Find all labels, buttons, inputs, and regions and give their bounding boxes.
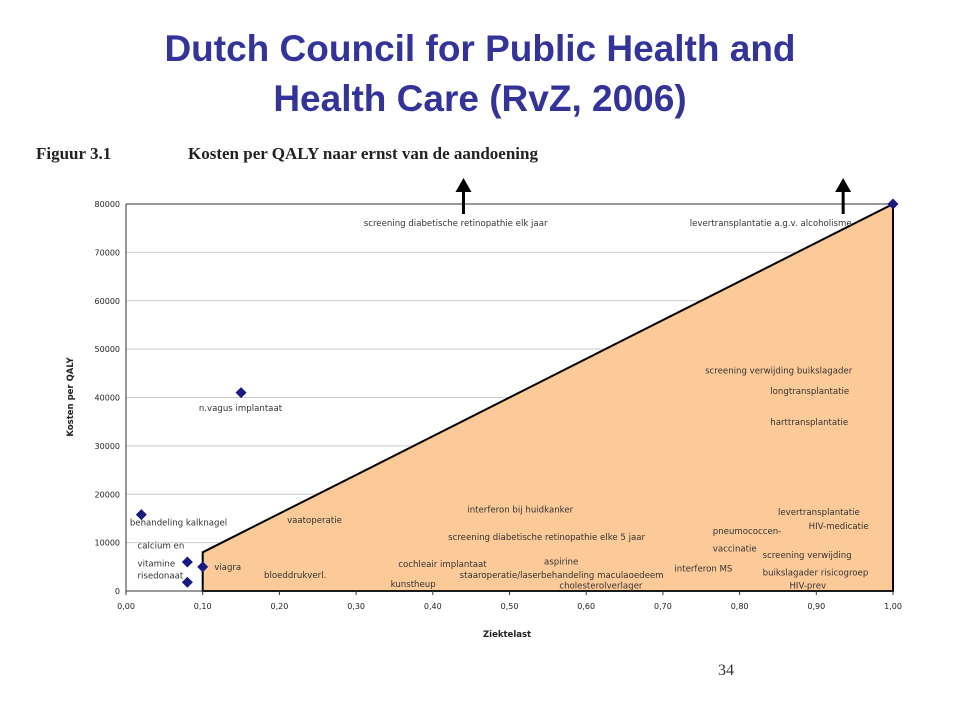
annotation-label: behandeling kalknagel <box>130 519 227 529</box>
y-tick-label: 80000 <box>95 200 120 209</box>
x-tick-label: 0,20 <box>270 602 288 611</box>
annotation-label: interferon MS <box>674 565 732 575</box>
point-layer <box>135 198 899 588</box>
figure-title: Kosten per QALY naar ernst van de aandoe… <box>188 144 538 163</box>
annotation-label: pneumococcen- <box>713 527 782 537</box>
y-tick-label: 70000 <box>95 248 120 257</box>
x-tick-label: 0,40 <box>424 602 442 611</box>
data-point <box>181 556 193 568</box>
slide-title-line-2: Health Care (RvZ, 2006) <box>273 78 687 119</box>
annotation-label: levertransplantatie <box>778 508 860 518</box>
annotation-label: calcium en <box>138 541 185 551</box>
annotation-label: staaroperatie/laserbehandeling maculaoed… <box>460 571 664 581</box>
slide-title: Dutch Council for Public Health and Heal… <box>0 24 960 124</box>
y-tick-label: 40000 <box>95 394 120 403</box>
x-tick-label: 0,50 <box>501 602 519 611</box>
page-number: 34 <box>718 662 734 679</box>
annotation-label: cholesterolverlager <box>559 582 643 592</box>
annotation-label: screening diabetische retinopathie elke … <box>448 533 645 543</box>
annotation-label: buikslagader risicogroep <box>763 569 869 579</box>
y-tick-label: 20000 <box>95 490 120 499</box>
annotation-label: vaatoperatie <box>287 516 342 526</box>
annotation-label: screening diabetische retinopathie elk j… <box>364 219 548 229</box>
annotation-label: kunstheup <box>391 580 436 590</box>
annotation-label: vitamine <box>138 559 176 569</box>
arrow-layer <box>455 178 852 214</box>
annotation-label: HIV-prev <box>789 582 826 592</box>
data-point <box>197 561 209 573</box>
x-tick-label: 0,00 <box>117 602 135 611</box>
x-tick-label: 0,90 <box>807 602 825 611</box>
y-tick-label: 10000 <box>95 539 120 548</box>
y-axis-label: Kosten per QALY <box>66 357 76 437</box>
data-point <box>235 387 247 399</box>
annotation-label: levertransplantatie a.g.v. alcoholisme <box>690 219 852 229</box>
annotation-label: risedonaat <box>138 571 184 581</box>
data-point <box>887 198 899 210</box>
annotation-label: longtransplantatie <box>770 387 849 397</box>
annotation-label: screening verwijding buikslagader <box>705 366 853 376</box>
slide-title-line-1: Dutch Council for Public Health and <box>164 28 796 69</box>
annotation-label: vaccinatie <box>713 544 757 554</box>
tick-layer: 0 10000 20000 30000 40000 50000 60000 70000 8000… <box>95 200 902 611</box>
axis-layer <box>125 204 894 595</box>
x-axis-label: Ziektelast <box>483 630 531 640</box>
x-tick-label: 0,80 <box>731 602 749 611</box>
annotation-label: screening verwijding <box>763 551 852 561</box>
data-point <box>135 509 147 521</box>
y-tick-label: 50000 <box>95 345 120 354</box>
annotation-label: bloeddrukverl. <box>264 571 326 581</box>
data-point <box>181 576 193 588</box>
annotation-label: viagra <box>214 563 241 573</box>
annotation-label: harttransplantatie <box>770 418 848 428</box>
annotation-label: aspirine <box>544 557 578 567</box>
annotation-layer: screening diabetische retinopathie elk j… <box>130 219 869 592</box>
x-tick-label: 0,70 <box>654 602 672 611</box>
annotation-label: n.vagus implantaat <box>199 404 283 414</box>
arrow-up-icon <box>835 178 852 192</box>
y-tick-label: 60000 <box>95 297 120 306</box>
y-tick-label: 30000 <box>95 442 120 451</box>
annotation-label: interferon bij huidkanker <box>467 506 573 516</box>
x-tick-label: 0,60 <box>577 602 595 611</box>
annotation-label: HIV-medicatie <box>809 522 869 532</box>
y-tick-label: 0 <box>115 587 120 596</box>
figure-number: Figuur 3.1 <box>36 144 112 163</box>
x-tick-label: 0,30 <box>347 602 365 611</box>
x-tick-label: 1,00 <box>884 602 902 611</box>
annotation-label: cochleair implantaat <box>398 560 487 570</box>
x-tick-label: 0,10 <box>194 602 212 611</box>
arrow-up-icon <box>455 178 472 192</box>
